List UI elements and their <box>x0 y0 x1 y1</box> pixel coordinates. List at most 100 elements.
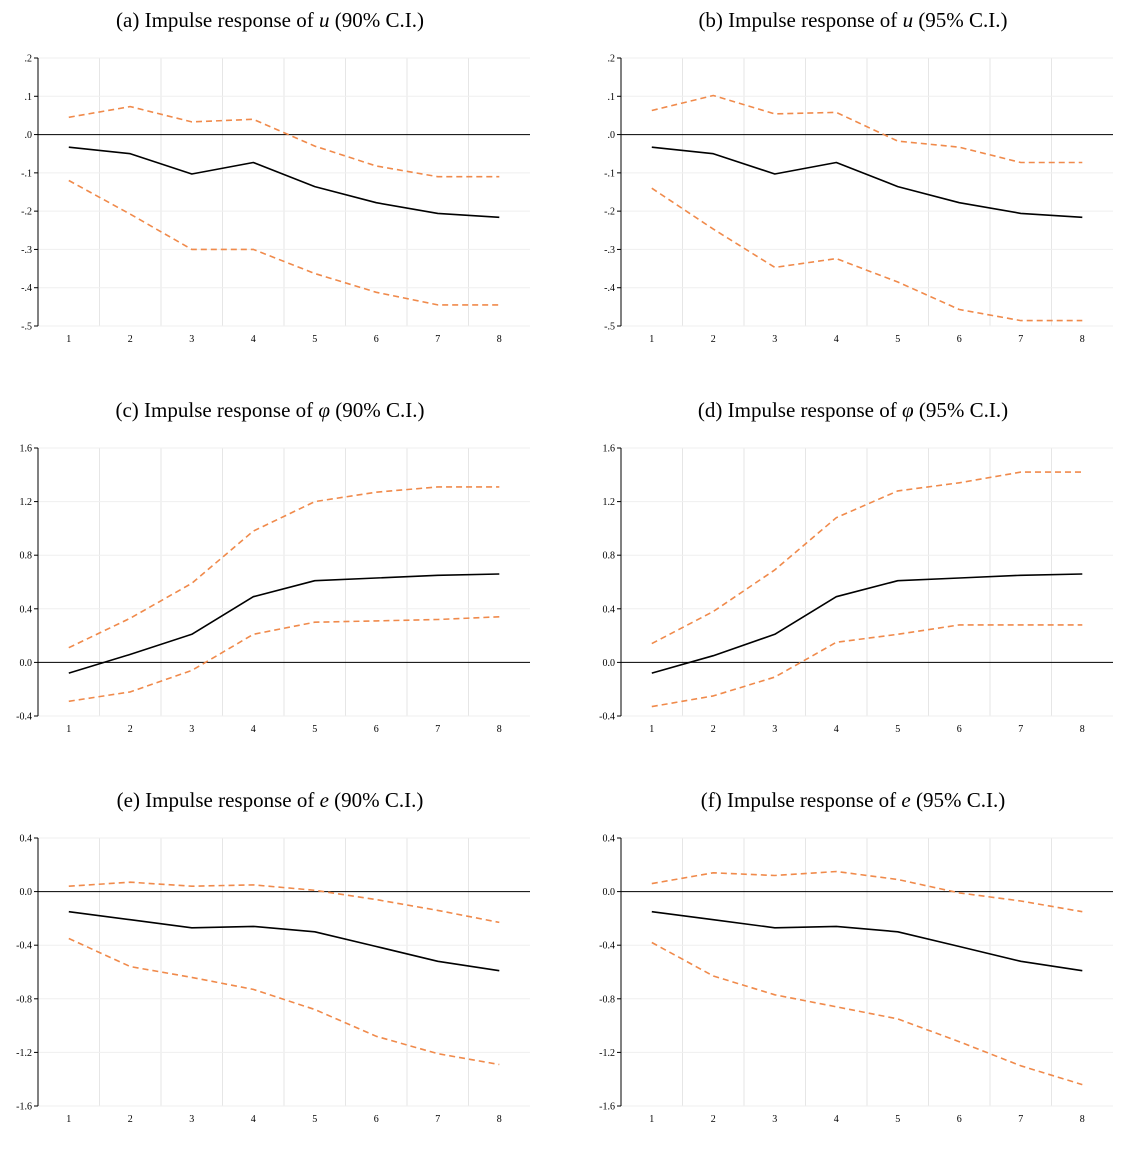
plot-area: -.5 -.4 -.3 -.2 -.1 .0 .1 .2 1 2 3 4 5 6 7 8 <box>583 50 1123 370</box>
title-suffix: (95% C.I.) <box>913 398 1009 422</box>
x-tick-label: 3 <box>772 334 777 345</box>
chart-svg: -1.6 -1.2 -0.8 -0.4 0.0 0.4 1 2 3 4 5 6 7 8 <box>16 834 530 1125</box>
confidence-band-lower-line <box>68 937 500 1066</box>
title-variable: u <box>902 8 914 32</box>
y-tick-label: -1.2 <box>599 1048 615 1059</box>
title-variable: u <box>318 8 330 32</box>
x-tick-label: 2 <box>128 334 133 345</box>
x-tick-label: 1 <box>649 1114 654 1125</box>
x-tick-label: 5 <box>895 334 900 345</box>
y-tick-label: -0.4 <box>16 712 32 723</box>
x-tick-label: 6 <box>374 334 379 345</box>
y-tick-label: -.5 <box>21 322 32 333</box>
y-tick-label: 1.2 <box>603 497 616 508</box>
plot-area: -1.6 -1.2 -0.8 -0.4 0.0 0.4 1 2 3 4 5 6 7 8 <box>0 830 540 1150</box>
plot-area: -0.4 0.0 0.4 0.8 1.2 1.6 1 2 3 4 5 6 7 8 <box>583 440 1123 760</box>
title-prefix: (e) Impulse response of <box>116 788 320 812</box>
x-tick-label: 8 <box>497 334 502 345</box>
x-tick-label: 5 <box>895 724 900 735</box>
x-tick-label: 6 <box>374 724 379 735</box>
title-prefix: (f) Impulse response of <box>700 788 902 812</box>
x-tick-label: 6 <box>374 1114 379 1125</box>
confidence-band-upper-line <box>651 870 1083 913</box>
x-tick-label: 1 <box>649 334 654 345</box>
x-tick-label: 3 <box>772 724 777 735</box>
y-tick-label: -.5 <box>604 322 615 333</box>
panel-b: (b) Impulse response of u (95% C.I.) -.5… <box>583 0 1123 370</box>
y-tick-label: -1.6 <box>16 1102 32 1113</box>
confidence-band-upper-line <box>68 105 500 178</box>
x-tick-label: 7 <box>435 1114 440 1125</box>
panel-c: (c) Impulse response of φ (90% C.I.) -0.… <box>0 390 540 760</box>
x-tick-label: 6 <box>957 724 962 735</box>
y-tick-label: -1.2 <box>16 1048 32 1059</box>
y-tick-label: .2 <box>25 54 33 65</box>
chart-svg: -0.4 0.0 0.4 0.8 1.2 1.6 1 2 3 4 5 6 7 8 <box>16 444 530 735</box>
y-tick-label: -1.6 <box>599 1102 615 1113</box>
x-tick-label: 6 <box>957 1114 962 1125</box>
panel-a: (a) Impulse response of u (90% C.I.) -.5… <box>0 0 540 370</box>
x-tick-label: 7 <box>1018 334 1023 345</box>
title-suffix: (90% C.I.) <box>330 398 425 422</box>
x-tick-label: 4 <box>834 1114 839 1125</box>
title-suffix: (95% C.I.) <box>913 8 1008 32</box>
confidence-band-upper-line <box>68 881 500 924</box>
x-tick-label: 8 <box>497 1114 502 1125</box>
confidence-band-lower-line <box>651 187 1083 322</box>
confidence-band-upper-line <box>651 94 1083 164</box>
chart-svg: -.5 -.4 -.3 -.2 -.1 .0 .1 .2 1 2 3 4 5 6 7 8 <box>21 54 530 345</box>
y-tick-label: -0.4 <box>16 941 32 952</box>
x-tick-label: 5 <box>895 1114 900 1125</box>
x-tick-label: 8 <box>1080 334 1085 345</box>
x-tick-label: 6 <box>957 334 962 345</box>
x-tick-label: 5 <box>312 724 317 735</box>
y-tick-label: -.4 <box>21 283 32 294</box>
panel-title: (b) Impulse response of u (95% C.I.) <box>583 6 1123 34</box>
y-tick-label: 0.4 <box>20 834 33 845</box>
panel-d: (d) Impulse response of φ (95% C.I.) -0.… <box>583 390 1123 760</box>
title-prefix: (b) Impulse response of <box>698 8 903 32</box>
y-tick-label: -0.8 <box>16 994 32 1005</box>
y-tick-label: -0.8 <box>599 994 615 1005</box>
plot-area: -1.6 -1.2 -0.8 -0.4 0.0 0.4 1 2 3 4 5 6 7 8 <box>583 830 1123 1150</box>
impulse-response-line <box>68 910 500 972</box>
y-tick-label: 1.6 <box>20 444 33 455</box>
x-tick-label: 4 <box>834 334 839 345</box>
x-tick-label: 3 <box>189 1114 194 1125</box>
y-tick-label: 0.4 <box>20 604 33 615</box>
x-tick-label: 7 <box>1018 1114 1023 1125</box>
y-tick-label: 0.8 <box>603 551 616 562</box>
x-tick-label: 5 <box>312 1114 317 1125</box>
title-variable: φ <box>902 398 914 422</box>
x-tick-label: 4 <box>251 334 256 345</box>
y-tick-label: -.2 <box>21 207 32 218</box>
x-tick-label: 1 <box>66 724 71 735</box>
x-tick-label: 5 <box>312 334 317 345</box>
x-tick-label: 7 <box>1018 724 1023 735</box>
y-tick-label: -.3 <box>21 245 32 256</box>
plot-area: -.5 -.4 -.3 -.2 -.1 .0 .1 .2 1 2 3 4 5 6 7 8 <box>0 50 540 370</box>
y-tick-label: 1.6 <box>603 444 616 455</box>
y-tick-label: 0.4 <box>603 604 616 615</box>
x-tick-label: 4 <box>251 724 256 735</box>
confidence-band-lower-line <box>651 624 1083 708</box>
impulse-response-line <box>651 146 1083 219</box>
x-tick-label: 2 <box>128 1114 133 1125</box>
impulse-response-line <box>68 573 500 674</box>
title-prefix: (d) Impulse response of <box>697 398 902 422</box>
y-tick-label: .0 <box>25 130 33 141</box>
x-tick-label: 2 <box>711 1114 716 1125</box>
title-prefix: (c) Impulse response of <box>115 398 319 422</box>
x-tick-label: 3 <box>189 724 194 735</box>
panel-f: (f) Impulse response of e (95% C.I.) -1.… <box>583 780 1123 1150</box>
confidence-band-lower-line <box>68 616 500 703</box>
title-variable: φ <box>318 398 331 422</box>
title-variable: e <box>901 788 911 812</box>
x-tick-label: 7 <box>435 724 440 735</box>
title-prefix: (a) Impulse response of <box>116 8 319 32</box>
confidence-band-lower-line <box>651 941 1083 1086</box>
x-tick-label: 1 <box>649 724 654 735</box>
chart-svg: -0.4 0.0 0.4 0.8 1.2 1.6 1 2 3 4 5 6 7 8 <box>599 444 1113 735</box>
impulse-response-line <box>651 573 1083 674</box>
x-tick-label: 8 <box>1080 724 1085 735</box>
